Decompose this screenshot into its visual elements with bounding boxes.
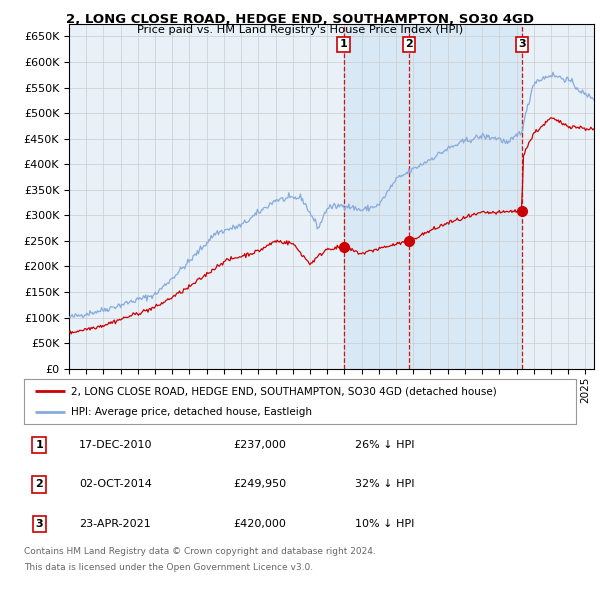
Bar [344, 24, 522, 369]
Text: 2: 2 [35, 480, 43, 489]
Text: £249,950: £249,950 [234, 480, 287, 489]
Text: Contains HM Land Registry data © Crown copyright and database right 2024.: Contains HM Land Registry data © Crown c… [24, 547, 376, 556]
Text: 3: 3 [518, 39, 526, 49]
Text: 17-DEC-2010: 17-DEC-2010 [79, 440, 152, 450]
Text: 2: 2 [405, 39, 413, 49]
Text: Price paid vs. HM Land Registry's House Price Index (HPI): Price paid vs. HM Land Registry's House … [137, 25, 463, 35]
Text: 23-APR-2021: 23-APR-2021 [79, 519, 151, 529]
Text: 02-OCT-2014: 02-OCT-2014 [79, 480, 152, 489]
Text: 2, LONG CLOSE ROAD, HEDGE END, SOUTHAMPTON, SO30 4GD: 2, LONG CLOSE ROAD, HEDGE END, SOUTHAMPT… [66, 13, 534, 26]
Text: £237,000: £237,000 [234, 440, 287, 450]
Text: 10% ↓ HPI: 10% ↓ HPI [355, 519, 415, 529]
Text: £420,000: £420,000 [234, 519, 287, 529]
Text: This data is licensed under the Open Government Licence v3.0.: This data is licensed under the Open Gov… [24, 563, 313, 572]
Text: 32% ↓ HPI: 32% ↓ HPI [355, 480, 415, 489]
Text: HPI: Average price, detached house, Eastleigh: HPI: Average price, detached house, East… [71, 407, 312, 417]
Text: 26% ↓ HPI: 26% ↓ HPI [355, 440, 415, 450]
Text: 1: 1 [340, 39, 347, 49]
Text: 3: 3 [35, 519, 43, 529]
Text: 2, LONG CLOSE ROAD, HEDGE END, SOUTHAMPTON, SO30 4GD (detached house): 2, LONG CLOSE ROAD, HEDGE END, SOUTHAMPT… [71, 386, 497, 396]
Text: 1: 1 [35, 440, 43, 450]
